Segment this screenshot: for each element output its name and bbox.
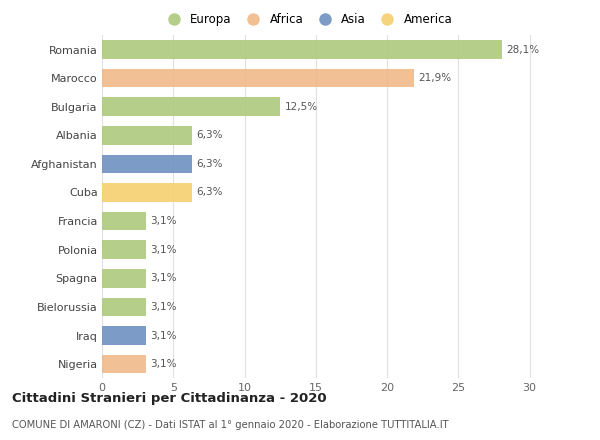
Text: 28,1%: 28,1%: [507, 44, 540, 55]
Text: Cittadini Stranieri per Cittadinanza - 2020: Cittadini Stranieri per Cittadinanza - 2…: [12, 392, 326, 405]
Bar: [102, 126, 192, 145]
Bar: [102, 97, 280, 116]
Text: 3,1%: 3,1%: [151, 359, 177, 369]
Text: COMUNE DI AMARONI (CZ) - Dati ISTAT al 1° gennaio 2020 - Elaborazione TUTTITALIA: COMUNE DI AMARONI (CZ) - Dati ISTAT al 1…: [12, 420, 449, 430]
Bar: [102, 297, 146, 316]
Bar: [102, 326, 146, 345]
Text: 21,9%: 21,9%: [418, 73, 451, 83]
Text: 3,1%: 3,1%: [151, 273, 177, 283]
Bar: [102, 212, 146, 231]
Text: 6,3%: 6,3%: [196, 130, 223, 140]
Bar: [102, 269, 146, 288]
Text: 3,1%: 3,1%: [151, 245, 177, 255]
Text: 6,3%: 6,3%: [196, 187, 223, 198]
Text: 6,3%: 6,3%: [196, 159, 223, 169]
Text: 3,1%: 3,1%: [151, 302, 177, 312]
Bar: [102, 154, 192, 173]
Text: 3,1%: 3,1%: [151, 216, 177, 226]
Bar: [102, 240, 146, 259]
Legend: Europa, Africa, Asia, America: Europa, Africa, Asia, America: [162, 13, 452, 26]
Bar: [102, 355, 146, 374]
Bar: [102, 40, 502, 59]
Bar: [102, 183, 192, 202]
Text: 12,5%: 12,5%: [284, 102, 317, 112]
Bar: [102, 69, 414, 88]
Text: 3,1%: 3,1%: [151, 330, 177, 341]
